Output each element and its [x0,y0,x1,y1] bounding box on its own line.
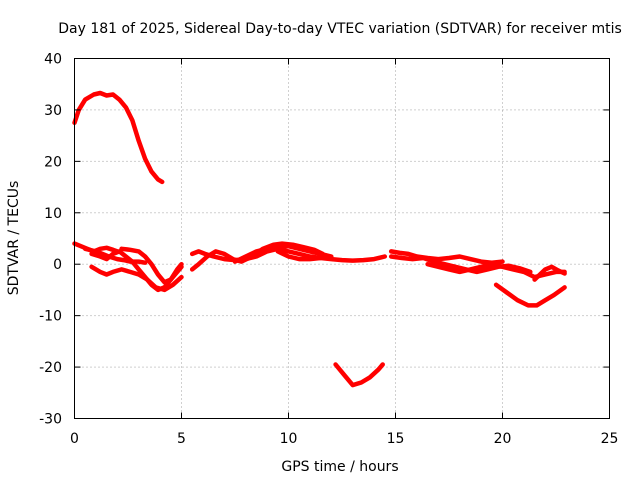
series-arc-13 [425,261,495,275]
x-axis-label: GPS time / hours [281,459,398,475]
series-arc-1 [72,90,165,185]
grid [74,58,610,419]
series-arc-11 [388,249,505,265]
y-tick-label: -20 [39,360,62,376]
x-tick-label: 0 [70,431,79,447]
x-tick-label: 20 [494,431,512,447]
series-arc-8 [189,241,325,272]
chart-title: Day 181 of 2025, Sidereal Day-to-day VTE… [58,21,622,37]
y-tick-label: 20 [44,154,62,170]
series-arc-16 [493,282,567,308]
axis-ticks: 0 5 10 15 20 25 -30 -20 -10 0 10 20 30 40 [39,52,618,448]
x-tick-label: 25 [601,431,619,447]
series-arc-10 [275,249,323,262]
x-tick-label: 10 [280,431,298,447]
y-tick-label: -10 [39,309,62,325]
series-arc-3 [82,246,148,265]
series-arc-15 [532,264,567,282]
y-tick-label: 30 [44,103,62,119]
y-tick-label: -30 [39,412,62,428]
y-tick-label: 0 [53,257,62,273]
x-tick-label: 15 [387,431,405,447]
y-tick-label: 10 [44,206,62,222]
series-arc-14 [489,261,567,280]
plot-frame [74,58,610,419]
series-arc-7 [189,246,388,263]
data-series [72,90,567,388]
y-tick-label: 40 [44,52,62,68]
series-arc-5 [89,264,184,293]
series-arc-9 [232,243,334,264]
x-tick-label: 5 [177,431,186,447]
series-arc-6 [119,246,184,285]
y-axis-label: SDTVAR / TECUs [6,181,22,296]
series-arc-17 [333,362,385,388]
